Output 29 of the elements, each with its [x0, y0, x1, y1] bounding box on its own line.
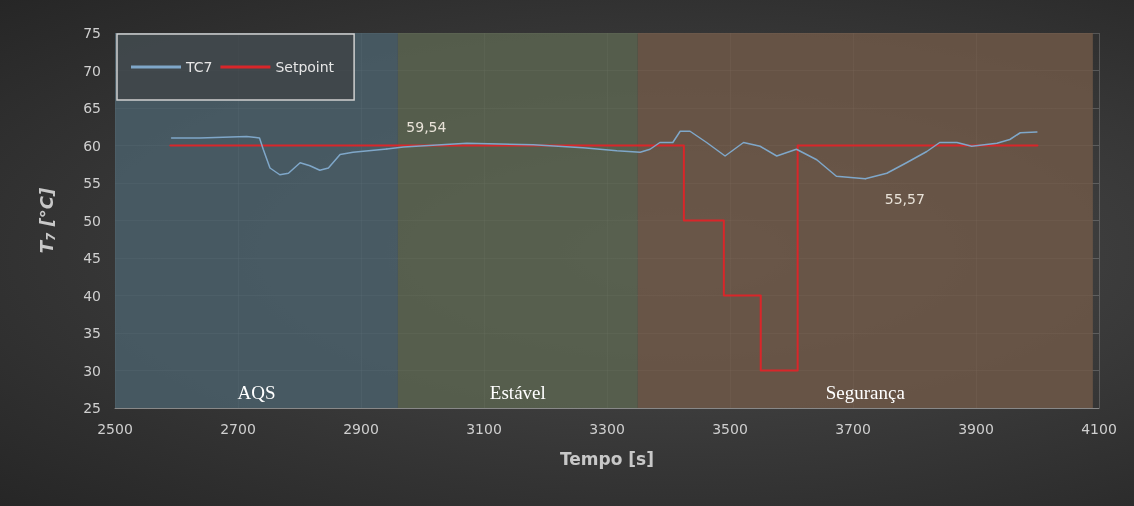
y-tick-label: 35 — [83, 325, 101, 341]
annotation: 55,57 — [884, 190, 925, 207]
annotation: 59,54 — [406, 118, 447, 135]
legend-label: TC7 — [185, 59, 213, 75]
x-tick-label: 2900 — [343, 421, 379, 437]
y-tick-label: 60 — [83, 137, 101, 154]
y-tick-label: 50 — [83, 212, 101, 229]
y-tick-label: 55 — [83, 175, 101, 191]
x-tick-label: 3300 — [589, 421, 625, 437]
x-tick-label: 3700 — [835, 421, 871, 437]
y-tick-label: 75 — [83, 25, 101, 41]
y-tick-label: 70 — [83, 62, 101, 79]
y-tick-label: 30 — [83, 362, 101, 379]
y-tick-label: 65 — [83, 100, 101, 116]
x-tick-label: 2700 — [220, 421, 256, 437]
legend-label: Setpoint — [275, 59, 335, 75]
y-axis-title: T7 [°C] — [35, 186, 58, 254]
x-axis-title: Tempo [s] — [559, 448, 655, 469]
y-tick-label: 40 — [83, 287, 101, 304]
x-tick-label: 2500 — [97, 421, 133, 437]
band-label: AQS — [237, 382, 276, 403]
x-tick-label: 3500 — [712, 421, 748, 437]
y-tick-label: 45 — [83, 250, 101, 266]
y-tick-label: 25 — [83, 400, 101, 416]
x-tick-label: 4100 — [1081, 421, 1117, 437]
band-label: Segurança — [825, 382, 906, 403]
band-label: Estável — [489, 382, 546, 403]
x-tick-label: 3100 — [466, 421, 502, 437]
x-tick-label: 3900 — [958, 421, 994, 437]
